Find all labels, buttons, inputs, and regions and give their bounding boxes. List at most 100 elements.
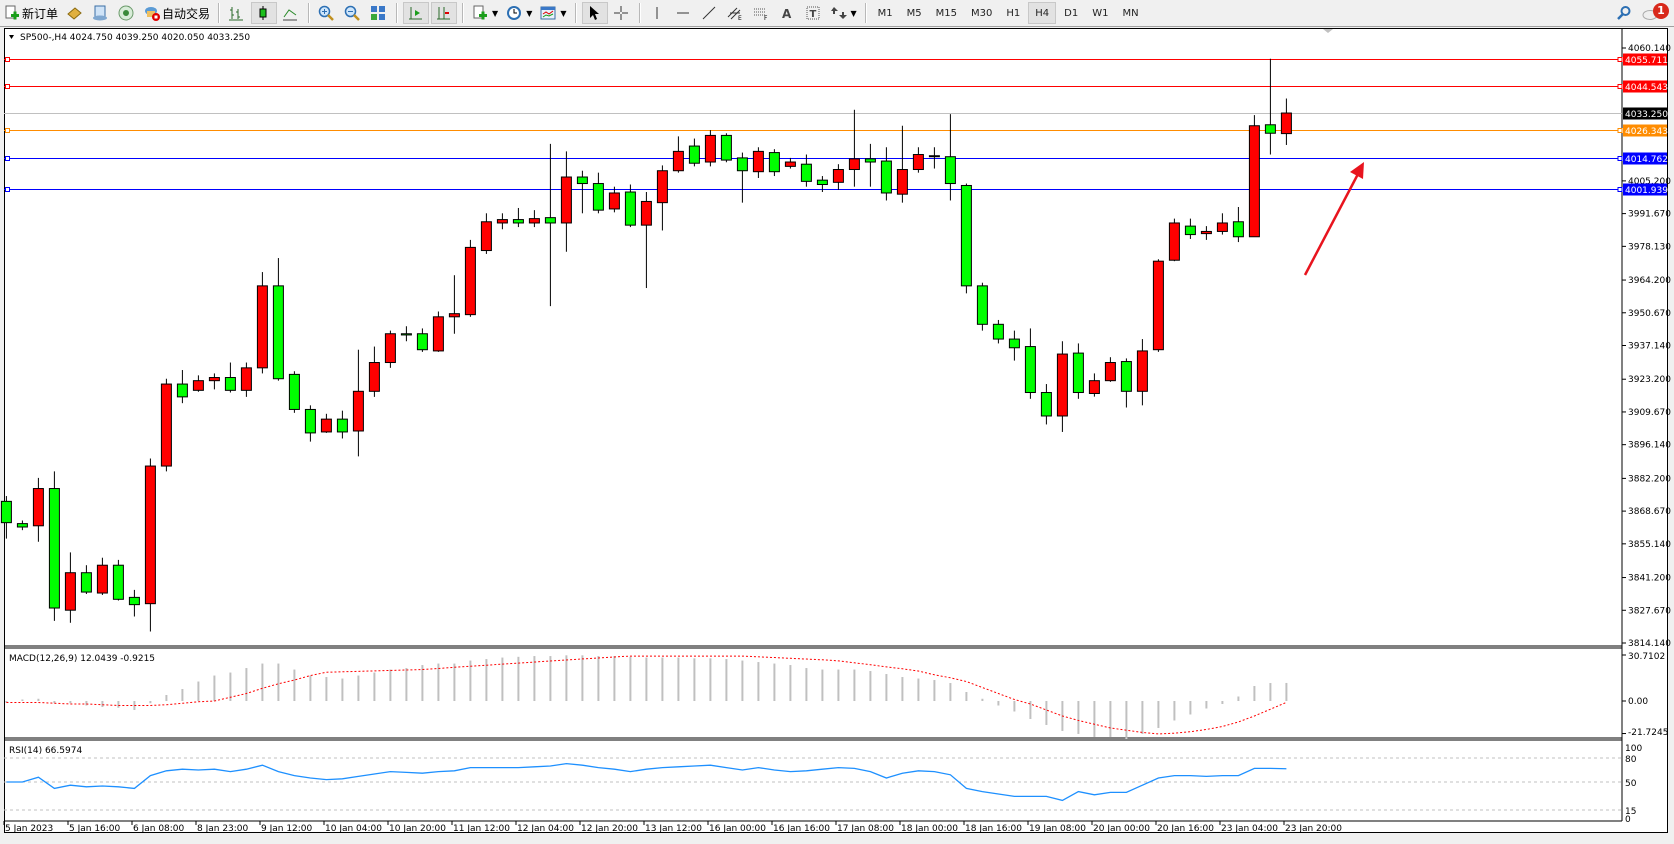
candle (144, 458, 156, 632)
line-chart-icon (282, 5, 298, 21)
cursor-icon (586, 5, 602, 21)
horizontal-line-button[interactable] (672, 2, 696, 24)
candle (832, 164, 844, 190)
equidistant-channel-button[interactable]: E (724, 2, 748, 24)
arrows-button[interactable]: ▼ (828, 2, 860, 24)
fibonacci-button[interactable]: F (750, 2, 774, 24)
trendline-button[interactable] (698, 2, 722, 24)
candle-body (1040, 392, 1052, 417)
crosshair-button[interactable] (610, 2, 634, 24)
candle-body (48, 488, 60, 609)
notifications-button[interactable]: 1 (1639, 2, 1673, 24)
toolbar-separator (574, 3, 577, 23)
timeframe-mn[interactable]: MN (1122, 7, 1139, 19)
svg-text:A: A (782, 7, 792, 21)
chart-window[interactable] (4, 28, 1668, 833)
candle (688, 138, 700, 167)
candle (400, 326, 412, 342)
candlestick-button[interactable] (251, 2, 278, 24)
bar-chart-button[interactable] (225, 2, 249, 24)
candle (672, 136, 684, 173)
timeframe-h4[interactable]: H4 (1028, 2, 1057, 24)
candle-body (384, 333, 396, 364)
timeframe-m5[interactable]: M5 (906, 7, 922, 19)
price-axis-label: 4060.140 (1628, 44, 1671, 54)
candle-body (1216, 222, 1228, 232)
annotation-arrow-head (1350, 162, 1364, 179)
timeframe-m15[interactable]: M15 (935, 7, 958, 19)
candle (1008, 330, 1020, 361)
search-button[interactable] (1613, 2, 1637, 24)
rsi-axis-label: 15 (1625, 807, 1636, 817)
timeframe-w1[interactable]: W1 (1092, 7, 1109, 19)
timeframe-m30[interactable]: M30 (971, 7, 993, 19)
text-button[interactable]: A (776, 2, 800, 24)
candle-body (560, 176, 572, 224)
line-chart-button[interactable] (279, 2, 303, 24)
candle (1184, 218, 1196, 239)
toolbar-separator (638, 3, 641, 23)
candle-body (352, 390, 364, 432)
price-axis-label: 3882.200 (1628, 474, 1671, 484)
zoom-out-icon (344, 5, 360, 21)
timeframe-d1[interactable]: D1 (1064, 7, 1079, 19)
candle (48, 471, 60, 621)
candle-body (16, 523, 28, 528)
candle (848, 109, 860, 187)
tile-windows-button[interactable] (367, 2, 391, 24)
candle-body (224, 377, 236, 391)
chart-shift-button[interactable] (403, 2, 430, 24)
candle-body (432, 316, 444, 352)
time-axis-label: 5 Jan 2023 (5, 824, 53, 834)
chart-shift-marker-icon[interactable] (1323, 29, 1333, 33)
candle-body (1072, 352, 1084, 394)
candle-body (608, 192, 620, 210)
navigator-icon (92, 5, 108, 21)
rsi-axis-label: 0 (1625, 815, 1631, 825)
navigator-button[interactable] (89, 2, 113, 24)
candle-body (80, 572, 92, 593)
candle (880, 147, 892, 201)
candle (112, 559, 124, 601)
time-axis-label: 11 Jan 12:00 (453, 824, 510, 834)
candle (448, 275, 460, 334)
svg-text:E: E (738, 15, 742, 21)
candle-body (176, 383, 188, 398)
new-order-button[interactable]: 新订单 (1, 2, 61, 24)
candle (80, 565, 92, 594)
cursor-button[interactable] (581, 2, 608, 24)
candle (272, 258, 284, 381)
autoscroll-button[interactable] (431, 2, 458, 24)
zoom-out-button[interactable] (341, 2, 365, 24)
timeframe-m1[interactable]: M1 (877, 7, 893, 19)
candle (784, 157, 796, 169)
candle (352, 349, 364, 457)
templates-button[interactable]: ▼ (537, 2, 569, 24)
signals-button[interactable] (115, 2, 139, 24)
candle-body (1152, 260, 1164, 351)
candle-body (992, 323, 1004, 340)
auto-trading-button[interactable]: 自动交易 (141, 2, 213, 24)
market-watch-button[interactable] (63, 2, 87, 24)
text-label-button[interactable]: T (802, 2, 826, 24)
candle-body (288, 373, 300, 410)
candle (128, 589, 140, 617)
candle-body (32, 488, 44, 527)
toolbar-separator (218, 3, 221, 23)
candle (1264, 58, 1276, 155)
vertical-line-button[interactable] (646, 2, 670, 24)
candle-body (720, 134, 732, 161)
periods-button[interactable]: ▼ (503, 2, 535, 24)
price-axis-label: 4005.200 (1628, 177, 1671, 187)
candle-body (1024, 346, 1036, 394)
zoom-in-button[interactable] (315, 2, 339, 24)
price-axis-label: 3814.140 (1628, 639, 1671, 649)
chart-menu-triangle-icon[interactable] (9, 35, 14, 39)
trendline-icon (701, 5, 717, 21)
timeframe-h1[interactable]: H1 (1006, 7, 1021, 19)
timeframe-bar: M1 M5 M15 M30 H1 H4 D1 W1 MN (871, 2, 1146, 24)
price-axis-label: 3827.670 (1628, 606, 1671, 616)
chart-shift-icon (407, 5, 423, 21)
indicators-button[interactable]: ▼ (469, 2, 501, 24)
